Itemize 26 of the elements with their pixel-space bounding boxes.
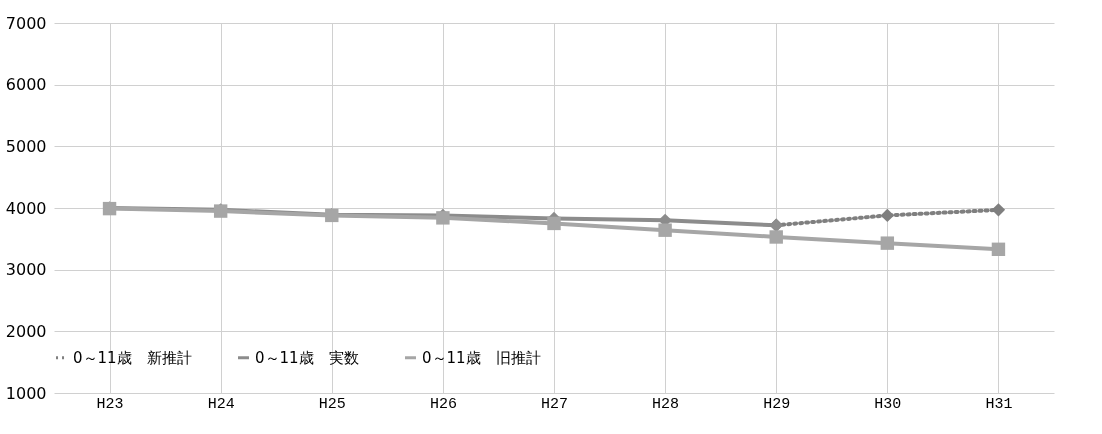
x-tick-label: H28 bbox=[652, 395, 680, 413]
x-tick-label: H26 bbox=[429, 395, 457, 413]
point bbox=[991, 242, 1006, 257]
point bbox=[880, 208, 895, 223]
y-tick-label: 7000 bbox=[5, 13, 47, 33]
x-tick-label: H31 bbox=[985, 395, 1013, 413]
point bbox=[991, 203, 1006, 217]
point bbox=[769, 230, 783, 244]
x-tick-label: H29 bbox=[763, 395, 791, 413]
point bbox=[880, 236, 895, 250]
x-tick-label: H27 bbox=[540, 395, 569, 413]
y-tick-label: 4000 bbox=[5, 198, 47, 218]
x-tick-label: H30 bbox=[874, 395, 902, 413]
y-tick-label: 2000 bbox=[5, 321, 47, 341]
point bbox=[547, 216, 561, 231]
y-tick-label: 1000 bbox=[5, 383, 47, 403]
legend-label: 0～11歳 新推計 bbox=[73, 348, 192, 367]
point bbox=[658, 223, 672, 237]
x-tick-label: H24 bbox=[207, 395, 235, 413]
x-tick-label: H23 bbox=[96, 395, 124, 413]
y-tick-label: 5000 bbox=[5, 136, 47, 156]
y-tick-label: 3000 bbox=[5, 260, 47, 280]
y-tick-label: 6000 bbox=[5, 75, 47, 95]
legend-label: 0～11歳 実数 bbox=[255, 348, 359, 367]
x-tick-label: H25 bbox=[318, 395, 346, 413]
legend-label: 0～11歳 旧推計 bbox=[422, 348, 541, 367]
